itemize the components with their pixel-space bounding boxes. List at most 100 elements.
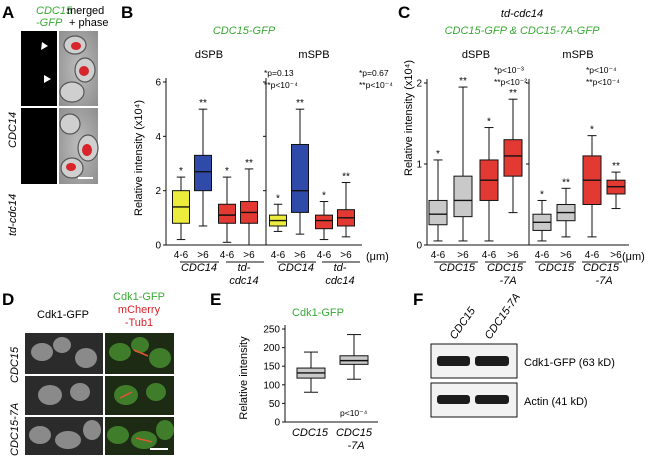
box xyxy=(503,139,523,177)
y-tick-label: 0 xyxy=(416,241,422,252)
panel-f-band-label-1: Cdk1-GFP (63 kD) xyxy=(524,357,615,369)
panel-f-band xyxy=(437,356,470,366)
panel-f-band xyxy=(475,356,509,366)
panel-d-col2-header-2: mCherry xyxy=(118,304,161,316)
panel-a-row1-label: CDC14 xyxy=(7,112,19,148)
y-tick-label: 50 xyxy=(269,399,281,410)
panel-f-lane-2: CDC15-7A xyxy=(483,291,523,341)
panel-a-nucleus xyxy=(66,163,76,171)
panel-a-nucleus xyxy=(71,42,81,50)
panel-c-group-label-3: -7A xyxy=(499,275,516,287)
panel-f-band xyxy=(475,395,509,404)
significance-mark: * xyxy=(540,189,544,200)
y-tick-label: 4 xyxy=(155,132,161,143)
panel-e-cat-2-line2: -7A xyxy=(347,440,364,452)
panel-b-ylabel: Relative intensity (x10⁴) xyxy=(133,100,145,216)
significance-mark: ** xyxy=(459,76,467,87)
panel-b-group-label-3: cdc14 xyxy=(229,275,258,287)
panel-e-plot: 0 50 100 150 200 250 xyxy=(263,325,378,429)
panel-a-gfp-image-2 xyxy=(21,108,57,184)
panel-b-sub-left: dSPB xyxy=(195,49,223,61)
panel-f-band-label-2: Actin (41 kD) xyxy=(524,396,588,408)
x-tick-label: 4-6 xyxy=(271,250,286,261)
y-tick-label: 2 xyxy=(155,186,161,197)
panel-a-nucleus xyxy=(79,66,89,76)
panel-e-pvalue: p<10⁻⁴ xyxy=(340,408,368,418)
box xyxy=(194,154,212,192)
significance-mark: ** xyxy=(296,98,304,109)
panel-e-cat-1: CDC15 xyxy=(292,427,329,439)
panel-a-header-green-1: CDC15 xyxy=(36,5,73,17)
box xyxy=(218,203,236,224)
x-tick-label: >6 xyxy=(507,250,519,261)
panel-b-group-label-1: CDC14 xyxy=(181,262,217,274)
y-tick-label: 250 xyxy=(263,325,280,336)
panel-c-group-label-4: CDC15 xyxy=(538,262,575,274)
panel-d-row-label-2: CDC15-7A xyxy=(9,403,21,456)
panel-f-band xyxy=(437,395,470,404)
panel-b: B CDC15-GFP dSPB mSPB *p=0.13 **p<10⁻⁴ *… xyxy=(121,3,393,287)
significance-mark: * xyxy=(590,125,594,136)
x-tick-label: 4-6 xyxy=(585,250,600,261)
significance-mark: * xyxy=(225,166,229,177)
x-tick-label: >6 xyxy=(610,250,622,261)
significance-mark: * xyxy=(179,166,183,177)
panel-d-spindles xyxy=(119,349,153,443)
panel-e: E Cdk1-GFP Relative intensity p<10⁻⁴ 0 50… xyxy=(210,290,378,452)
panel-c-sub-right: mSPB xyxy=(562,49,593,61)
x-tick-label: >6 xyxy=(560,250,572,261)
x-tick-label: >6 xyxy=(457,250,469,261)
panel-c-title-2: CDC15-GFP & CDC15-7A-GFP xyxy=(445,25,601,37)
panel-b-stats-right-1: *p=0.67 xyxy=(359,68,389,78)
panel-a-header-black-1: merged xyxy=(67,5,104,17)
panel-a-nucleus xyxy=(82,144,92,156)
panel-b-group-label-5: td- xyxy=(334,262,347,274)
panel-b-group-label-6: cdc14 xyxy=(325,275,354,287)
panel-d-row-label-1: CDC15 xyxy=(9,346,21,383)
y-tick-label: 100 xyxy=(263,380,280,391)
significance-mark: ** xyxy=(612,161,620,172)
x-tick-label: >6 xyxy=(197,250,209,261)
box xyxy=(291,143,309,213)
panel-b-group-label-4: CDC14 xyxy=(278,262,314,274)
panel-c-unit: (μm) xyxy=(622,251,645,263)
panel-c-group-label-5: CDC15 xyxy=(583,262,620,274)
y-tick-label: 1 xyxy=(416,160,422,171)
panel-b-stats-right-2: **p<10⁻⁴ xyxy=(359,80,393,90)
x-tick-label: 4-6 xyxy=(174,250,189,261)
panel-a-cell xyxy=(59,81,85,103)
panel-d-col2-header-3: -Tub1 xyxy=(125,317,153,329)
panel-e-cat-2-line1: CDC15 xyxy=(336,427,373,439)
x-tick-label: >6 xyxy=(340,250,352,261)
panel-b-plot: 0 2 4 6 * 4-6 ** >6 * 4-6 ** >6 * 4-6 ** >6 * 4-6 ** >6 xyxy=(155,78,362,261)
x-tick-label: 4-6 xyxy=(535,250,550,261)
panel-a-row2-label: td-cdc14 xyxy=(7,194,19,236)
box xyxy=(315,214,333,230)
y-tick-label: 200 xyxy=(263,343,280,354)
significance-mark: ** xyxy=(199,98,207,109)
significance-mark: * xyxy=(276,193,280,204)
panel-c: C td-cdc14 CDC15-GFP & CDC15-7A-GFP dSPB… xyxy=(398,3,645,287)
panel-letter-e: E xyxy=(210,290,221,309)
panel-c-group-label-1: CDC15 xyxy=(439,262,476,274)
y-tick-label: 6 xyxy=(155,78,161,89)
panel-d-col2-header-1: Cdk1-GFP xyxy=(113,291,165,303)
panel-f: F CDC15 CDC15-7A Cdk1-GFP (63 kD) Actin … xyxy=(413,290,615,418)
y-tick-label: 150 xyxy=(263,362,280,373)
x-tick-label: 4-6 xyxy=(482,250,497,261)
panel-a-arrowhead-2 xyxy=(44,75,51,83)
panel-a-arrowhead-1 xyxy=(41,42,48,50)
panel-b-group-label-2: td- xyxy=(238,262,251,274)
panel-b-stats-left-1: *p=0.13 xyxy=(264,68,294,78)
significance-mark: * xyxy=(322,191,326,202)
panel-letter-a: A xyxy=(2,3,14,22)
panel-d: D Cdk1-GFP Cdk1-GFP mCherry -Tub1 CDC15 … xyxy=(2,290,174,456)
panel-letter-b: B xyxy=(121,3,133,22)
panel-a-header-black-2: + phase xyxy=(69,17,108,29)
panel-a-header-green-2: -GFP xyxy=(36,17,63,29)
panel-c-group-label-6: -7A xyxy=(595,275,612,287)
panel-a-cell xyxy=(59,113,81,135)
panel-b-title: CDC15-GFP xyxy=(213,25,276,37)
panel-c-title-1: td-cdc14 xyxy=(501,8,543,20)
